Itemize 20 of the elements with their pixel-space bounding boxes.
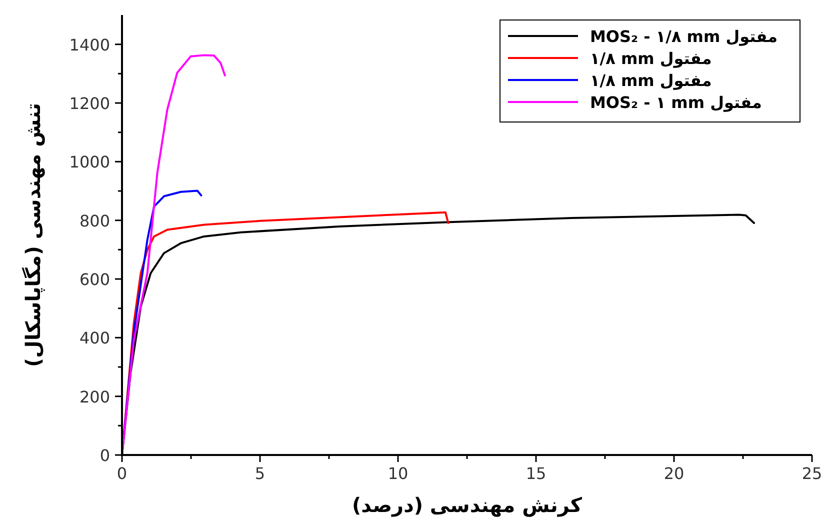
legend-label: ۱/۸ mm مفتول [590,49,712,68]
legend-label: ۱/۸ mm مفتول [590,71,712,90]
y-tick-label: 0 [100,446,110,465]
legend-label: MOS₂ - ۱/۸ mm مفتول [590,27,778,46]
y-axis-title: تنش مهندسی (مگاپاسکال) [21,102,45,368]
x-tick-label: 15 [526,464,546,483]
x-tick-label: 20 [664,464,684,483]
y-tick-label: 800 [79,211,110,230]
y-tick-label: 600 [79,270,110,289]
y-tick-label: 1200 [69,94,110,113]
legend-label: MOS₂ - ۱ mm مفتول [590,93,762,112]
x-axis-title: کرنش مهندسی (درصد) [352,493,582,517]
x-tick-label: 5 [254,464,266,483]
x-tick-label: 0 [116,464,128,483]
x-tick-label: 10 [388,464,408,483]
y-tick-label: 1000 [69,152,110,172]
x-tick-label: 25 [802,464,822,483]
y-tick-label: 1400 [69,35,110,54]
y-tick-label: 400 [79,328,110,348]
y-tick-label: 200 [79,387,110,406]
